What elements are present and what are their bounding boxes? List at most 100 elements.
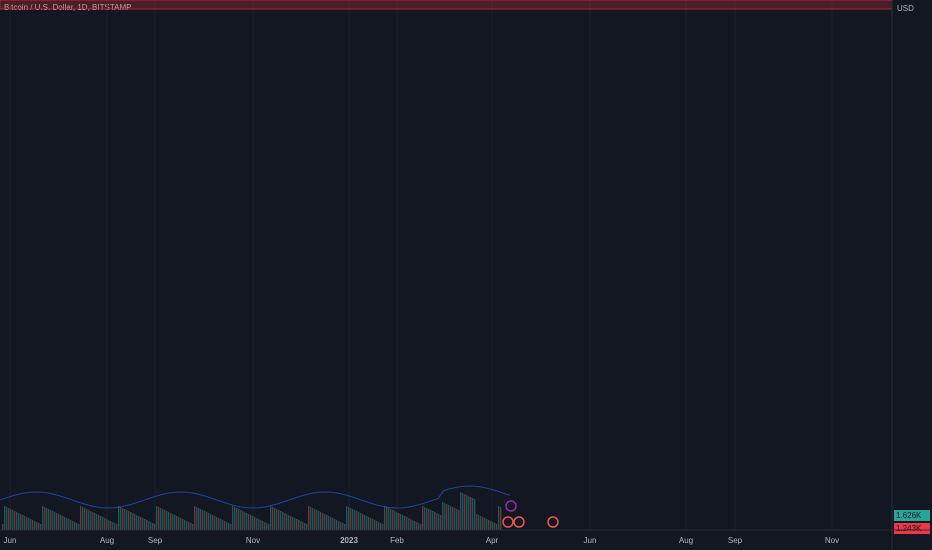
- volume-bar: [50, 510, 52, 530]
- volume-bar: [182, 519, 184, 530]
- volume-bar: [134, 514, 136, 530]
- volume-bar: [216, 517, 218, 530]
- x-tick-label: Jun: [584, 536, 597, 545]
- volume-bar: [440, 515, 442, 530]
- volume-bar: [410, 519, 412, 530]
- volume-bar: [14, 511, 16, 530]
- volume-bar: [34, 521, 36, 530]
- volume-bar: [388, 508, 390, 530]
- volume-bar: [32, 520, 34, 530]
- volume-bar: [124, 509, 126, 530]
- volume-bar: [230, 524, 232, 530]
- volume-bar: [306, 524, 308, 530]
- volume-bar: [214, 516, 216, 530]
- volume-bar: [348, 507, 350, 530]
- volume-bar: [108, 520, 110, 530]
- volume-bar: [96, 514, 98, 530]
- volume-bar: [342, 523, 344, 530]
- volume-bar: [110, 521, 112, 530]
- volume-bar: [104, 518, 106, 530]
- volume-bar: [464, 494, 466, 530]
- volume-bar: [16, 512, 18, 530]
- volume-bar: [22, 515, 24, 530]
- volume-bar: [290, 516, 292, 530]
- volume-bar: [244, 512, 246, 530]
- volume-bar: [320, 512, 322, 530]
- volume-bar: [98, 515, 100, 530]
- volume-bar: [430, 510, 432, 530]
- volume-bar: [70, 520, 72, 530]
- volume-bar: [254, 517, 256, 530]
- volume-bar: [358, 512, 360, 530]
- volume-bar: [374, 520, 376, 530]
- volume-bar: [376, 521, 378, 530]
- volume-bar: [414, 521, 416, 530]
- volume-bar: [194, 506, 196, 530]
- volume-bar: [382, 524, 384, 530]
- volume-bar: [478, 515, 480, 530]
- volume-bar: [168, 512, 170, 530]
- volume-bar: [432, 511, 434, 530]
- volume-bar: [336, 520, 338, 530]
- volume-bar: [224, 521, 226, 530]
- volume-bar: [472, 498, 474, 530]
- volume-bar: [482, 517, 484, 530]
- volume-bar: [82, 507, 84, 530]
- x-tick-label: Feb: [390, 536, 404, 545]
- volume-bar: [486, 519, 488, 530]
- volume-bar: [280, 511, 282, 530]
- volume-bar: [264, 522, 266, 530]
- volume-bar: [404, 516, 406, 530]
- volume-bar: [360, 513, 362, 530]
- volume-bar: [218, 518, 220, 530]
- volume-bar: [460, 492, 462, 530]
- volume-bar: [442, 502, 444, 530]
- volume-bar: [392, 510, 394, 530]
- volume-bar: [282, 512, 284, 530]
- volume-bar: [428, 509, 430, 530]
- volume-bar: [266, 523, 268, 530]
- volume-bar: [298, 520, 300, 530]
- volume-bar: [406, 517, 408, 530]
- x-tick-label: Jun: [4, 536, 17, 545]
- volume-bar: [398, 513, 400, 530]
- volume-bar: [424, 507, 426, 530]
- volume-bar: [72, 521, 74, 530]
- volume-bar: [188, 522, 190, 530]
- volume-bar: [140, 517, 142, 530]
- volume-bar: [196, 507, 198, 530]
- volume-bar: [468, 496, 470, 530]
- volume-tag: [894, 523, 930, 534]
- volume-bar: [210, 514, 212, 530]
- volume-bar: [258, 519, 260, 530]
- volume-bar: [206, 512, 208, 530]
- volume-bar: [192, 524, 194, 530]
- volume-bar: [294, 518, 296, 530]
- volume-bar: [92, 512, 94, 530]
- volume-bar: [52, 511, 54, 530]
- volume-bar: [462, 493, 464, 530]
- volume-bar: [154, 524, 156, 530]
- volume-bar: [350, 508, 352, 530]
- volume-bar: [484, 518, 486, 530]
- volume-bar: [208, 513, 210, 530]
- volume-bar: [174, 515, 176, 530]
- volume-bar: [238, 509, 240, 530]
- volume-bar: [212, 515, 214, 530]
- volume-tag-text: 1.626K: [896, 511, 922, 520]
- volume-bar: [66, 518, 68, 530]
- volume-bar: [144, 519, 146, 530]
- volume-bar: [418, 523, 420, 530]
- volume-bar: [132, 513, 134, 530]
- volume-bar: [450, 506, 452, 530]
- volume-bar: [364, 515, 366, 530]
- volume-bar: [160, 508, 162, 530]
- volume-bar: [292, 517, 294, 530]
- volume-ma-line: [0, 485, 511, 509]
- volume-bar: [156, 506, 158, 530]
- volume-bar: [250, 515, 252, 530]
- volume-bar: [198, 508, 200, 530]
- volume-bar: [30, 519, 32, 530]
- volume-bar: [142, 518, 144, 530]
